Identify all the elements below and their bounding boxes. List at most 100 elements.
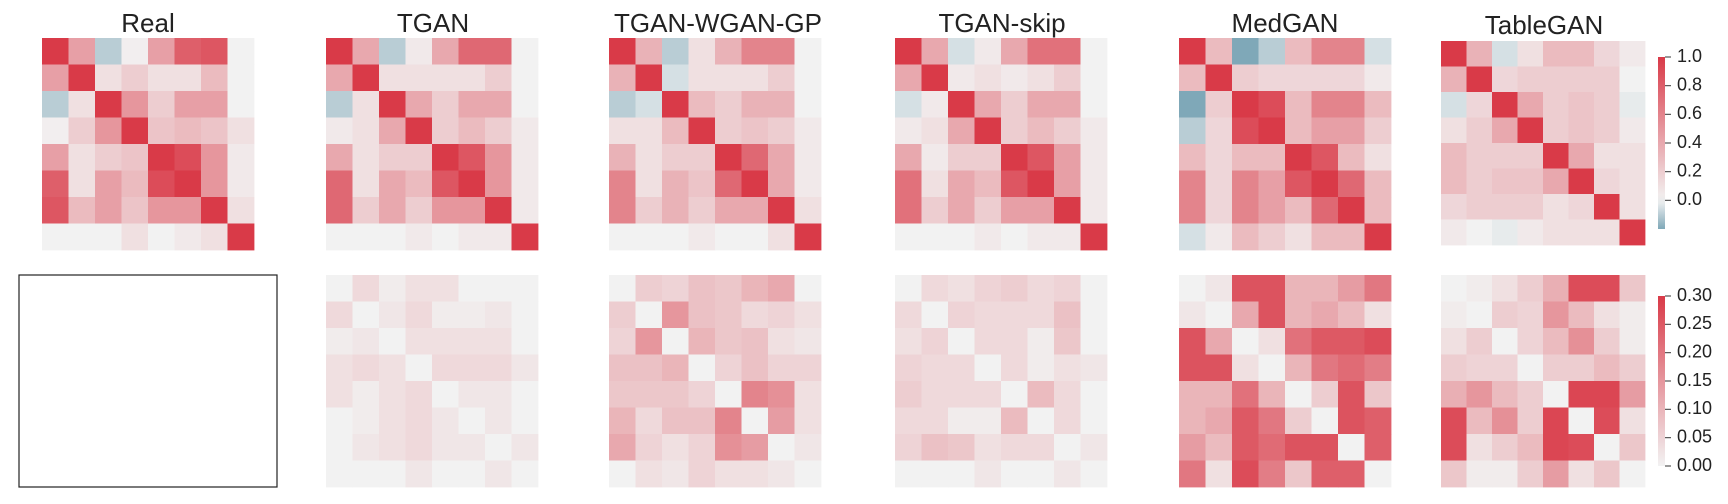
heatmap-cell xyxy=(148,117,175,145)
heatmap-cell xyxy=(1441,66,1467,93)
heatmap-difference-tgan-skip xyxy=(895,275,1108,488)
heatmap-cell xyxy=(405,197,433,224)
heatmap-cell xyxy=(1285,354,1312,382)
heatmap-cell xyxy=(768,301,795,329)
heatmap-cell xyxy=(794,223,822,251)
heatmap-cell xyxy=(1543,381,1569,408)
heatmap-cell xyxy=(1205,38,1233,65)
heatmap-cell xyxy=(948,223,975,251)
heatmap-cell xyxy=(485,38,512,65)
heatmap-cell xyxy=(895,144,922,171)
heatmap-cell xyxy=(1205,117,1233,145)
heatmap-cell xyxy=(1492,194,1518,220)
heatmap-cell xyxy=(741,144,769,171)
heatmap-cell xyxy=(1492,460,1518,488)
heatmap-cell xyxy=(1594,407,1620,435)
colorbar-correlation xyxy=(1658,57,1665,229)
heatmap-cell xyxy=(895,434,922,461)
heatmap-cell xyxy=(1364,197,1392,224)
heatmap-cell xyxy=(326,64,353,92)
heatmap-cell xyxy=(95,170,122,198)
heatmap-cell xyxy=(1179,91,1206,118)
heatmap-cell xyxy=(1311,223,1339,251)
heatmap-cell xyxy=(1543,460,1569,488)
heatmap-cell xyxy=(794,117,822,145)
heatmap-cell xyxy=(121,91,149,118)
heatmap-cell xyxy=(174,170,202,198)
heatmap-cell xyxy=(662,197,689,224)
heatmap-cell xyxy=(1441,92,1467,118)
heatmap-cell xyxy=(121,144,149,171)
heatmap-cell xyxy=(1364,170,1392,198)
heatmap-cell xyxy=(974,434,1002,461)
heatmap-cell xyxy=(379,381,406,408)
heatmap-cell xyxy=(688,460,716,488)
heatmap-cell xyxy=(1619,143,1646,169)
heatmap-cell xyxy=(1311,144,1339,171)
heatmap-cell xyxy=(379,407,406,435)
heatmap-cell xyxy=(1311,170,1339,198)
heatmap-cell xyxy=(662,64,689,92)
cb2-tick-label: 0.10 xyxy=(1677,398,1712,418)
heatmap-cell xyxy=(794,64,822,92)
heatmap-cell xyxy=(635,434,663,461)
heatmap-cell xyxy=(895,328,922,355)
heatmap-cell xyxy=(485,117,512,145)
heatmap-cell xyxy=(974,197,1002,224)
heatmap-cell xyxy=(921,354,949,382)
heatmap-cell xyxy=(662,275,689,302)
panel-title-real: Real xyxy=(121,8,174,38)
heatmap-cell xyxy=(974,407,1002,435)
cb1-tick-label: 0.0 xyxy=(1677,189,1702,209)
heatmap-cell xyxy=(379,223,406,251)
heatmap-cell xyxy=(352,354,380,382)
heatmap-cell xyxy=(768,460,795,488)
heatmap-cell xyxy=(174,223,202,251)
heatmap-cell xyxy=(1232,64,1259,92)
heatmap-cell xyxy=(1080,354,1108,382)
heatmap-cell xyxy=(1080,275,1108,302)
heatmap-cell xyxy=(635,38,663,65)
heatmap-cell xyxy=(895,275,922,302)
heatmap-cell xyxy=(1543,41,1569,67)
heatmap-cell xyxy=(379,144,406,171)
heatmap-cell xyxy=(715,197,742,224)
heatmap-cell xyxy=(1311,354,1339,382)
panel-title-medgan: MedGAN xyxy=(1232,8,1339,38)
heatmap-cell xyxy=(1179,301,1206,329)
heatmap-cell xyxy=(405,407,433,435)
heatmap-cell xyxy=(921,275,949,302)
heatmap-cell xyxy=(1080,301,1108,329)
heatmap-cell xyxy=(1232,197,1259,224)
heatmap-cell xyxy=(921,381,949,408)
heatmap-cell xyxy=(121,117,149,145)
heatmap-cell xyxy=(1492,117,1518,144)
cb2-tick-label: 0.30 xyxy=(1677,285,1712,305)
heatmap-cell xyxy=(326,144,353,171)
heatmap-cell xyxy=(1027,434,1055,461)
heatmap-cell xyxy=(485,64,512,92)
heatmap-cell xyxy=(1441,275,1467,302)
cb2-tick-label: 0.20 xyxy=(1677,341,1712,361)
heatmap-cell xyxy=(68,64,96,92)
heatmap-cell xyxy=(1594,354,1620,382)
heatmap-cell xyxy=(352,460,380,488)
heatmap-cell xyxy=(1311,301,1339,329)
heatmap-cell xyxy=(458,460,486,488)
heatmap-cell xyxy=(1054,381,1081,408)
heatmap-cell xyxy=(741,170,769,198)
heatmap-cell xyxy=(326,170,353,198)
heatmap-cell xyxy=(1619,41,1646,67)
heatmap-cell xyxy=(1568,92,1595,118)
heatmap-cell xyxy=(432,328,459,355)
heatmap-correlation-tgan xyxy=(326,38,539,251)
heatmap-cell xyxy=(42,197,69,224)
heatmap-cell xyxy=(1179,170,1206,198)
heatmap-cell xyxy=(379,354,406,382)
heatmap-cell xyxy=(1054,223,1081,251)
heatmap-cell xyxy=(1364,328,1392,355)
heatmap-cell xyxy=(1001,64,1028,92)
heatmap-cell xyxy=(1338,328,1365,355)
heatmap-cell xyxy=(1517,41,1544,67)
heatmap-cell xyxy=(485,197,512,224)
